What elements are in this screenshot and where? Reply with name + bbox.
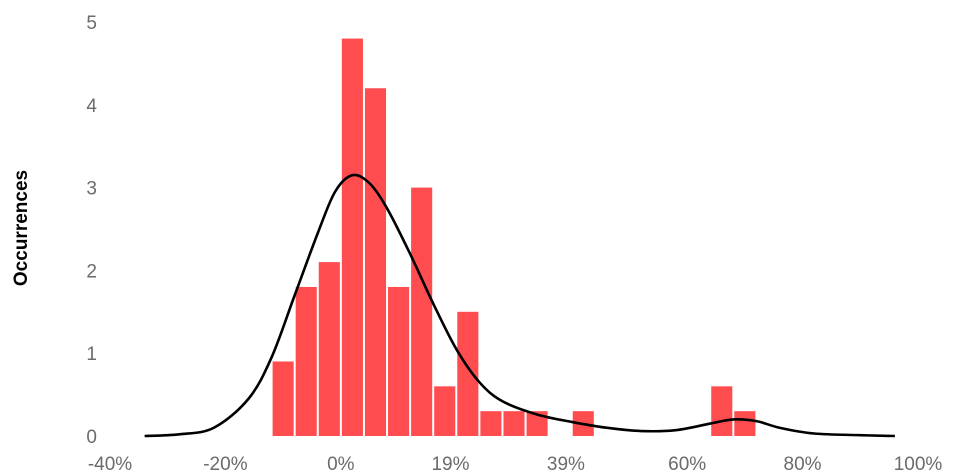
x-tick-label: 80% [784, 454, 822, 475]
x-tick-label: 100% [894, 454, 943, 475]
y-tick-label: 2 [86, 261, 97, 282]
density-curve [144, 173, 895, 438]
x-tick-label: 19% [431, 454, 469, 475]
x-tick-label: 39% [547, 454, 585, 475]
x-tick-label: 0% [327, 454, 355, 475]
x-tick-label: -40% [88, 454, 132, 475]
y-tick-label: 1 [86, 344, 97, 365]
histogram-bar [364, 88, 387, 437]
y-axis-ticks: 0 1 2 3 4 5 [86, 13, 97, 448]
histogram-bar [411, 187, 433, 436]
histogram-bar [734, 411, 756, 436]
histogram-bar [457, 311, 479, 436]
y-tick-label: 0 [86, 427, 97, 448]
y-axis-label: Occurrences [11, 170, 32, 286]
histogram-bar [480, 411, 502, 436]
histogram-bar [341, 38, 363, 437]
y-tick-label: 4 [86, 96, 97, 117]
histogram-bar [503, 411, 525, 436]
histogram-bar [272, 361, 294, 436]
x-tick-label: -20% [203, 454, 247, 475]
x-axis-ticks: -40% -20% 0% 19% 39% 60% 80% 100% [88, 454, 943, 475]
y-tick-label: 5 [86, 13, 97, 34]
x-tick-label: 60% [668, 454, 706, 475]
histogram-bars [272, 38, 756, 437]
histogram-bar [388, 286, 410, 436]
histogram-bar [526, 411, 548, 436]
histogram-bar [295, 286, 317, 436]
histogram-bar [434, 386, 456, 436]
histogram-bar [711, 386, 733, 436]
histogram-bar [318, 262, 340, 436]
y-tick-label: 3 [86, 179, 97, 200]
